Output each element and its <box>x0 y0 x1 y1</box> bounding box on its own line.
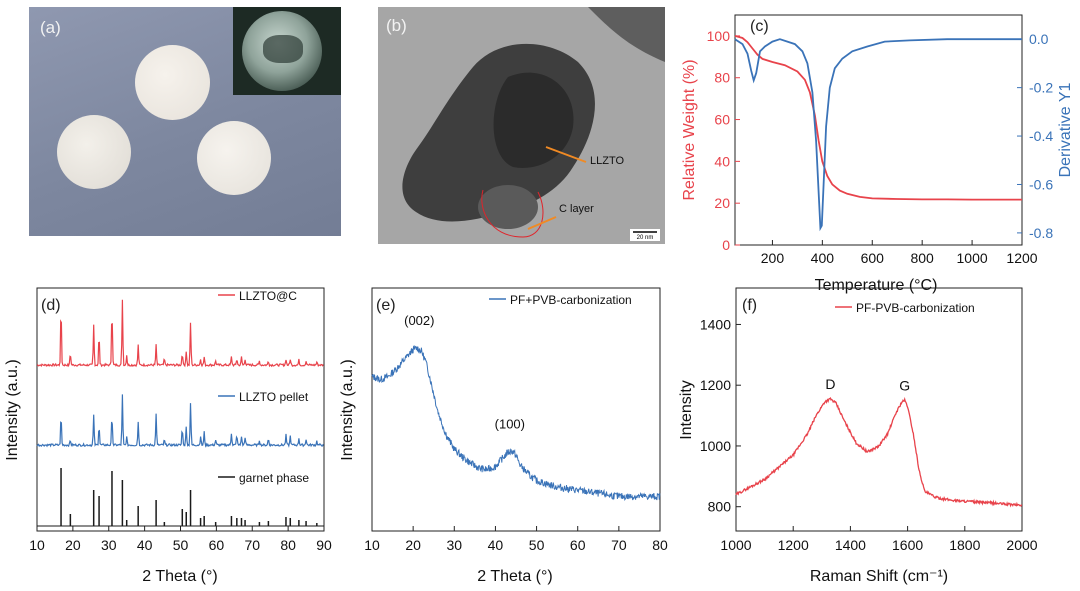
x-tick-label: 60 <box>570 537 586 553</box>
x-tick-label: 80 <box>280 537 296 553</box>
membrane-disc-right <box>197 121 271 195</box>
y-tick-label-left: 20 <box>714 195 730 211</box>
x-axis-label: 2 Theta (°) <box>142 568 217 585</box>
legend-label: garnet phase <box>239 471 309 485</box>
chart-panel-f: (f) 1000 1200 1400 1600 1800 2000 800 1000 1200 1… <box>678 287 1038 585</box>
membrane-disc-left <box>57 115 131 189</box>
plot-frame <box>735 287 1023 532</box>
y-tick-label-right: 0.0 <box>1029 31 1049 47</box>
tem-annotation-llzto: LLZTO <box>590 155 624 167</box>
x-axis-label: Temperature (°C) <box>815 277 938 294</box>
x-tick-label: 400 <box>811 250 835 266</box>
membrane-disc-top <box>135 45 210 120</box>
plot-frame <box>371 287 661 532</box>
inset-coin-cell-photo <box>233 7 341 95</box>
plot-frame <box>734 14 1023 246</box>
peak-annotation: D <box>825 376 835 392</box>
x-tick-label: 40 <box>137 537 153 553</box>
x-tick-label: 50 <box>173 537 189 553</box>
x-tick-label: 70 <box>244 537 260 553</box>
xrd-pattern <box>36 394 324 448</box>
chart-panel-e: (e) 10 20 30 40 50 60 70 80 PF+PVB-carbonization… <box>339 287 668 585</box>
panel-label: (b) <box>386 16 407 35</box>
legend-label: PF-PVB-carbonization <box>856 301 975 315</box>
panel-label: (f) <box>742 297 757 314</box>
y-tick-label: 800 <box>708 499 732 515</box>
y-tick-label-left: 0 <box>722 237 730 253</box>
x-tick-label: 2000 <box>1006 537 1037 553</box>
panel-label: (e) <box>376 297 396 314</box>
y-axis-label-left: Relative Weight (%) <box>681 59 698 200</box>
x-tick-label: 50 <box>529 537 545 553</box>
y-tick-label-left: 60 <box>714 112 730 128</box>
y-axis-label: Intensity (a.u.) <box>339 359 356 460</box>
legend-label: PF+PVB-carbonization <box>510 293 632 307</box>
y-tick-label-left: 100 <box>707 28 731 44</box>
peak-annotation: (002) <box>404 313 434 328</box>
y-tick-label-right: -0.4 <box>1029 128 1053 144</box>
x-tick-label: 60 <box>209 537 225 553</box>
y-tick-label: 1400 <box>700 316 731 332</box>
legend-label: LLZTO@C <box>239 289 297 303</box>
x-tick-label: 1600 <box>892 537 923 553</box>
scale-bar-label: 20 nm <box>637 235 654 241</box>
x-tick-label: 200 <box>761 250 785 266</box>
tem-micrograph: LLZTO C layer 20 nm <box>378 7 665 244</box>
panel-label: (c) <box>750 18 769 35</box>
x-tick-label: 20 <box>405 537 421 553</box>
x-axis-label: Raman Shift (cm⁻¹) <box>810 568 948 585</box>
y-tick-label: 1000 <box>700 438 731 454</box>
derivative-curve <box>734 38 1022 232</box>
x-tick-label: 600 <box>861 250 885 266</box>
weight-curve <box>734 35 1022 201</box>
xrd-pattern <box>36 299 324 368</box>
y-tick-label-right: -0.8 <box>1029 225 1053 241</box>
y-axis-label-right: Derivative Y1 <box>1057 82 1074 177</box>
chart-panel-d: (d) 10 20 30 40 50 60 70 80 90 LLZTO@C LLZTO pelle… <box>4 287 332 585</box>
y-tick-label-left: 80 <box>714 70 730 86</box>
x-tick-label: 1000 <box>957 250 988 266</box>
panel-label: (d) <box>41 297 61 314</box>
plot-frame <box>36 287 325 532</box>
x-tick-label: 10 <box>29 537 45 553</box>
x-tick-label: 1800 <box>949 537 980 553</box>
tem-annotation-c-layer: C layer <box>559 203 594 215</box>
x-tick-label: 1200 <box>778 537 809 553</box>
x-tick-label: 90 <box>316 537 332 553</box>
peak-annotation: G <box>899 377 910 393</box>
y-axis-label: Intensity (a.u.) <box>4 359 21 460</box>
x-tick-label: 30 <box>446 537 462 553</box>
y-tick-label-right: -0.6 <box>1029 176 1053 192</box>
peak-annotation: (100) <box>495 417 525 432</box>
x-axis-label: 2 Theta (°) <box>477 568 552 585</box>
x-tick-label: 30 <box>101 537 117 553</box>
x-tick-label: 1000 <box>720 537 751 553</box>
panel-label: (a) <box>40 18 61 37</box>
x-tick-label: 80 <box>652 537 668 553</box>
y-axis-label: Intensity <box>678 380 695 440</box>
raman-spectrum <box>735 396 1022 508</box>
x-tick-label: 1400 <box>835 537 866 553</box>
y-tick-label: 1200 <box>700 377 731 393</box>
chart-panel-c: (c) 200 400 600 800 1000 1200 0 20 40 60 80 100 0.0 -… <box>681 14 1074 294</box>
x-tick-label: 40 <box>488 537 504 553</box>
x-tick-label: 800 <box>910 250 934 266</box>
tem-image-panel-b: LLZTO C layer 20 nm (b) <box>378 7 665 244</box>
y-tick-label-left: 40 <box>714 153 730 169</box>
x-tick-label: 1200 <box>1006 250 1037 266</box>
x-tick-label: 20 <box>65 537 81 553</box>
legend-label: LLZTO pellet <box>239 390 309 404</box>
x-tick-label: 10 <box>364 537 380 553</box>
x-tick-label: 70 <box>611 537 627 553</box>
photo-panel-a: (a) <box>29 7 341 236</box>
xrd-pattern <box>371 344 661 502</box>
y-tick-label-right: -0.2 <box>1029 80 1053 96</box>
